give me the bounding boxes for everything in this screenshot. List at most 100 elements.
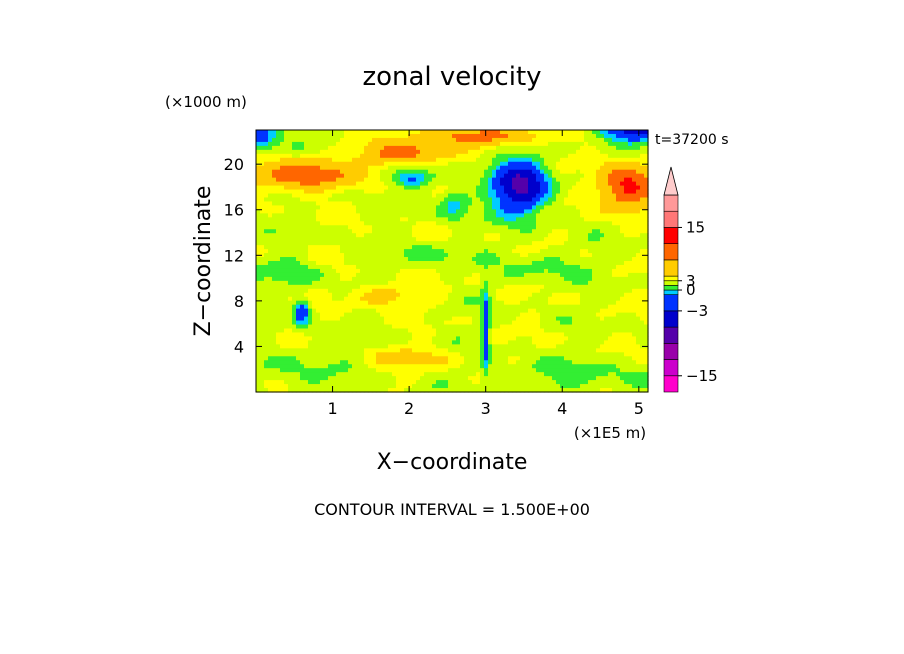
field-cell xyxy=(256,169,261,175)
field-cell xyxy=(448,276,453,282)
field-cell xyxy=(336,257,341,262)
field-cell xyxy=(488,173,493,179)
field-cell xyxy=(460,213,465,218)
field-cell xyxy=(452,284,457,290)
field-cell xyxy=(440,157,445,163)
field-cell xyxy=(424,161,429,167)
field-cell xyxy=(400,268,405,274)
field-cell xyxy=(264,340,269,345)
field-cell xyxy=(332,328,337,334)
field-cell xyxy=(492,384,497,389)
field-cell xyxy=(340,384,345,389)
field-cell xyxy=(504,292,509,298)
field-cell xyxy=(324,316,329,322)
field-cell xyxy=(556,181,561,187)
field-cell xyxy=(360,185,365,191)
field-cell xyxy=(368,272,373,278)
field-cell xyxy=(520,272,525,278)
field-cell xyxy=(344,137,349,143)
field-cell xyxy=(512,169,517,175)
field-cell xyxy=(436,165,441,171)
field-cell xyxy=(512,380,517,385)
field-cell xyxy=(388,173,393,179)
field-cell xyxy=(516,292,521,298)
field-cell xyxy=(396,205,401,210)
field-cell xyxy=(364,364,369,369)
field-cell xyxy=(460,257,465,262)
field-cell xyxy=(452,304,457,310)
field-cell xyxy=(552,312,557,318)
field-cell xyxy=(352,280,357,286)
field-cell xyxy=(292,217,297,222)
field-cell xyxy=(448,169,453,175)
field-cell xyxy=(308,205,313,210)
field-cell xyxy=(464,249,469,254)
field-cell xyxy=(288,257,293,262)
field-cell xyxy=(360,181,365,187)
field-cell xyxy=(536,364,541,369)
field-cell xyxy=(484,209,489,214)
field-cell xyxy=(464,388,469,393)
field-cell xyxy=(344,352,349,357)
field-cell xyxy=(412,340,417,345)
field-cell xyxy=(512,245,517,250)
field-cell xyxy=(432,292,437,298)
field-cell xyxy=(460,193,465,199)
field-cell xyxy=(432,193,437,199)
field-cell xyxy=(364,276,369,282)
field-cell xyxy=(440,229,445,234)
field-cell xyxy=(396,137,401,143)
field-cell xyxy=(272,384,277,389)
field-cell xyxy=(396,340,401,345)
field-cell xyxy=(540,213,545,218)
field-cell xyxy=(396,272,401,278)
field-cell xyxy=(304,356,309,361)
field-cell xyxy=(264,312,269,318)
field-cell xyxy=(412,177,417,183)
field-cell xyxy=(520,165,525,171)
field-cell xyxy=(408,189,413,195)
field-cell xyxy=(272,312,277,318)
field-cell xyxy=(304,388,309,393)
field-cell xyxy=(496,157,501,163)
field-cell xyxy=(340,284,345,290)
field-cell xyxy=(372,324,377,330)
field-cell xyxy=(324,173,329,179)
field-cell xyxy=(448,201,453,207)
field-cell xyxy=(328,130,333,135)
field-cell xyxy=(516,213,521,218)
field-cell xyxy=(460,145,465,151)
field-cell xyxy=(396,141,401,147)
field-cell xyxy=(336,130,341,135)
field-cell xyxy=(420,253,425,258)
field-cell xyxy=(256,264,261,270)
field-cell xyxy=(380,324,385,330)
field-cell xyxy=(356,332,361,338)
field-cell xyxy=(440,181,445,187)
field-cell xyxy=(300,169,305,175)
field-cell xyxy=(396,380,401,385)
field-cell xyxy=(500,332,505,338)
field-cell xyxy=(440,284,445,290)
field-cell xyxy=(556,233,561,238)
field-cell xyxy=(400,201,405,207)
field-cell xyxy=(524,340,529,345)
field-cell xyxy=(524,233,529,238)
field-cell xyxy=(408,141,413,147)
field-cell xyxy=(260,205,265,210)
field-cell xyxy=(468,257,473,262)
field-cell xyxy=(340,130,345,135)
field-cell xyxy=(484,241,489,246)
field-cell xyxy=(556,237,561,242)
field-cell xyxy=(328,344,333,349)
field-cell xyxy=(424,253,429,258)
field-cell xyxy=(472,320,477,326)
field-cell xyxy=(296,253,301,258)
field-cell xyxy=(452,245,457,250)
field-cell xyxy=(308,272,313,278)
field-cell xyxy=(288,296,293,302)
field-cell xyxy=(300,229,305,234)
field-cell xyxy=(484,356,489,361)
field-cell xyxy=(296,380,301,385)
field-cell xyxy=(416,257,421,262)
